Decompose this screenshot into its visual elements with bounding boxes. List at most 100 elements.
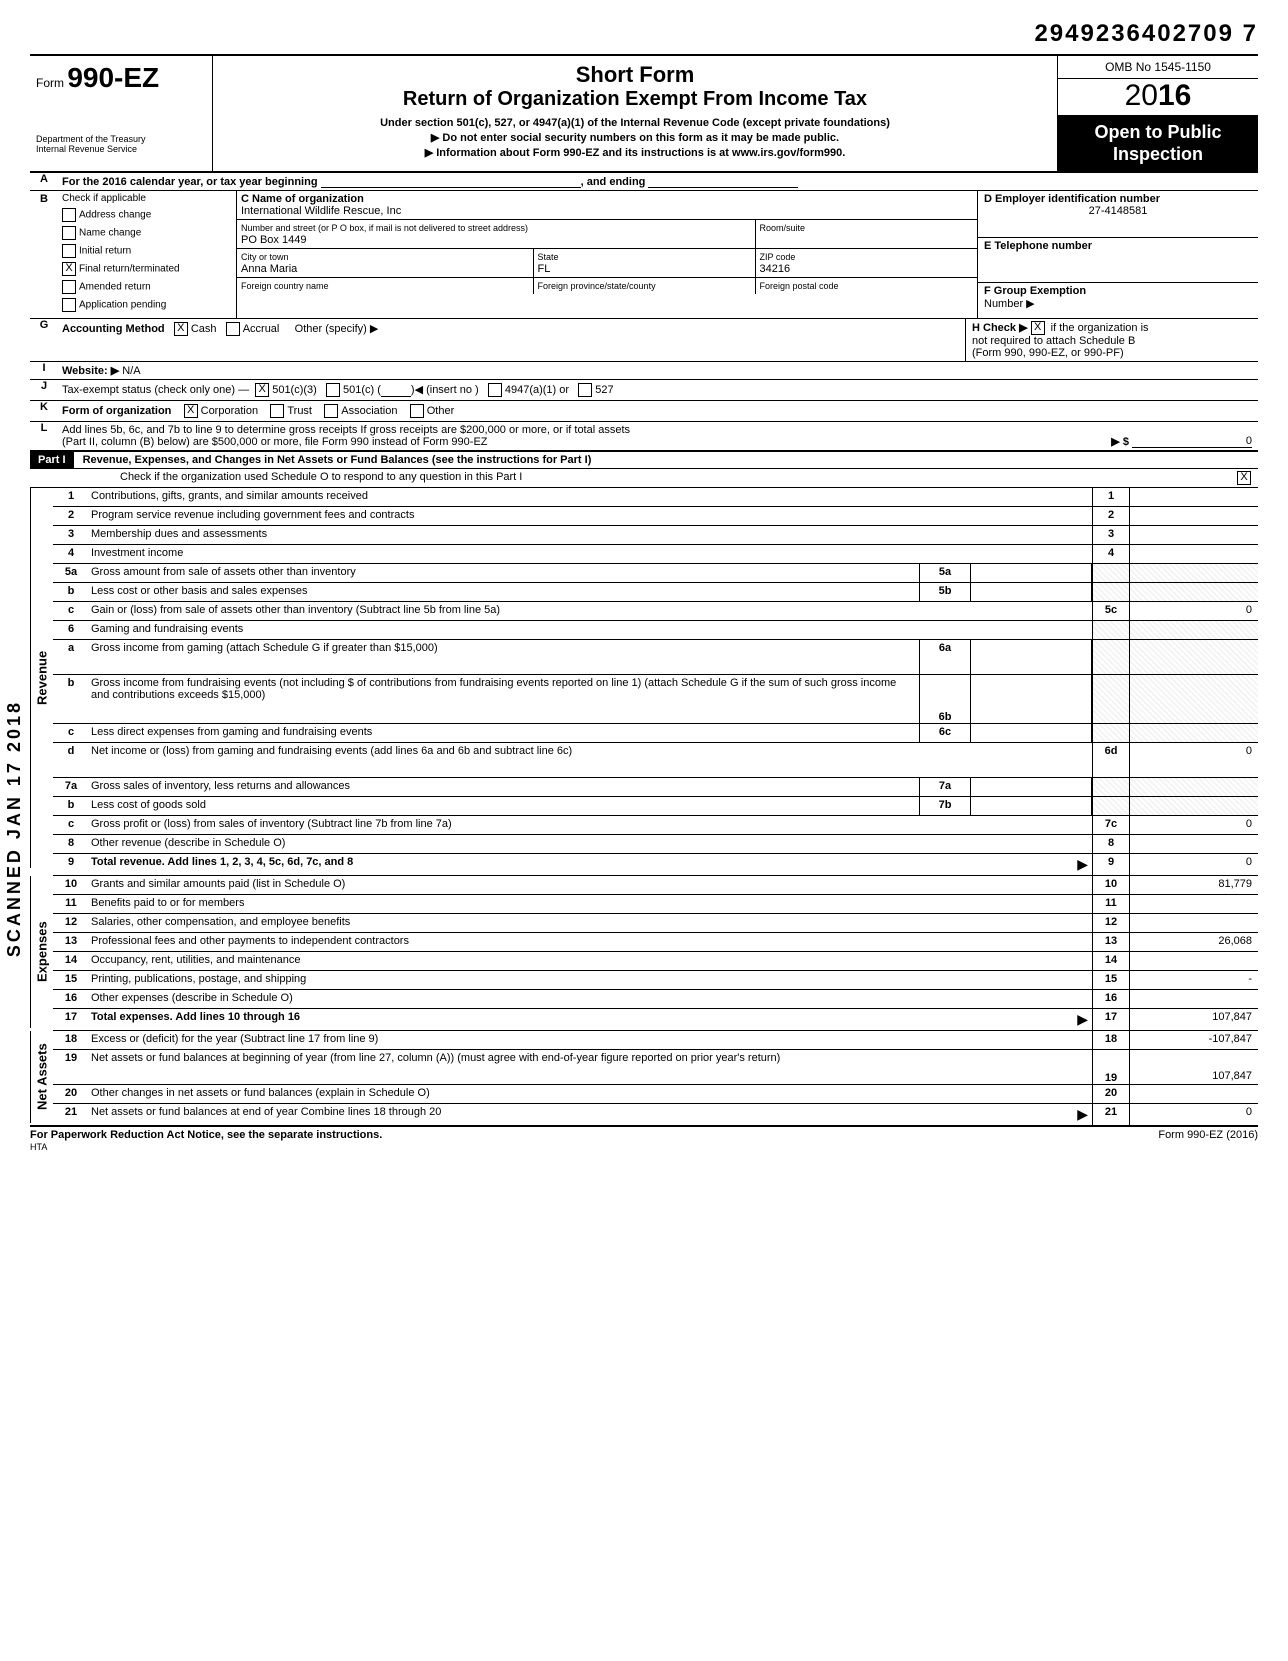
ln-5b-text: Less cost or other basis and sales expen… <box>89 583 919 601</box>
ln-15-num: 15 <box>53 971 89 989</box>
ln-6c-amt <box>971 724 1092 742</box>
chk-association[interactable] <box>324 404 338 418</box>
chk-527[interactable] <box>578 383 592 397</box>
chk-cash[interactable]: X <box>174 322 188 336</box>
chk-accrual[interactable] <box>226 322 240 336</box>
ln-5b-num: b <box>53 583 89 601</box>
ln-7b-amt <box>971 797 1092 815</box>
chk-schedule-o[interactable]: X <box>1237 471 1251 485</box>
opt-527: 527 <box>595 384 613 396</box>
ln-6a-text: Gross income from gaming (attach Schedul… <box>89 640 919 674</box>
ln-7b-box: 7b <box>919 797 971 815</box>
chk-schedule-b[interactable]: X <box>1031 321 1045 335</box>
ln-6d-box: 6d <box>1092 743 1129 777</box>
year-prefix: 20 <box>1125 79 1158 112</box>
ln-10-text: Grants and similar amounts paid (list in… <box>89 876 1092 894</box>
tax-year-end[interactable] <box>648 175 798 188</box>
chk-amended-return[interactable] <box>62 280 76 294</box>
street-label: Number and street (or P O box, if mail i… <box>241 223 528 233</box>
line-L-text1: Add lines 5b, 6c, and 7b to line 9 to de… <box>62 424 630 436</box>
opt-association: Association <box>341 405 397 417</box>
ln-17-text: Total expenses. Add lines 10 through 16 <box>91 1011 300 1023</box>
ln-12-amt <box>1129 914 1258 932</box>
website-value: N/A <box>122 365 140 377</box>
ln-1-num: 1 <box>53 488 89 506</box>
ln-6-ramt <box>1129 621 1258 639</box>
chk-501c[interactable] <box>326 383 340 397</box>
chk-501c3[interactable]: X <box>255 383 269 397</box>
opt-initial-return: Initial return <box>79 246 131 257</box>
ln-2-amt <box>1129 507 1258 525</box>
ln-7a-amt <box>971 778 1092 796</box>
subtitle-2: ▶ Do not enter social security numbers o… <box>223 131 1047 144</box>
ln-10-box: 10 <box>1092 876 1129 894</box>
ln-6a-amt <box>971 640 1092 674</box>
ln-13-amt: 26,068 <box>1129 933 1258 951</box>
fp-label: Foreign province/state/county <box>538 281 656 291</box>
label-C: C Name of organization <box>241 193 364 205</box>
label-K: K <box>30 401 58 421</box>
ln-3-num: 3 <box>53 526 89 544</box>
chk-address-change[interactable] <box>62 208 76 222</box>
ln-21-amt: 0 <box>1129 1104 1258 1125</box>
ln-6d-amt: 0 <box>1129 743 1258 777</box>
opt-accrual: Accrual <box>243 323 280 335</box>
ln-6a-num: a <box>53 640 89 674</box>
ln-5c-text: Gain or (loss) from sale of assets other… <box>89 602 1092 620</box>
check-if-applicable: Check if applicable <box>62 193 232 204</box>
title-return: Return of Organization Exempt From Incom… <box>223 88 1047 111</box>
ln-7c-amt: 0 <box>1129 816 1258 834</box>
ln-9-arrow: ▶ <box>1077 856 1088 873</box>
line-A-text: For the 2016 calendar year, or tax year … <box>62 176 318 188</box>
chk-4947[interactable] <box>488 383 502 397</box>
ln-20-box: 20 <box>1092 1085 1129 1103</box>
ln-6-num: 6 <box>53 621 89 639</box>
opt-name-change: Name change <box>79 228 141 239</box>
ln-6b-num: b <box>53 675 89 723</box>
dept-treasury: Department of the Treasury <box>36 134 206 144</box>
ln-6d-num: d <box>53 743 89 777</box>
ln-7a-box: 7a <box>919 778 971 796</box>
h-line2: not required to attach Schedule B <box>972 335 1135 347</box>
opt-501c-b: )◀ (insert no ) <box>411 384 479 396</box>
ln-8-num: 8 <box>53 835 89 853</box>
section-netassets-label: Net Assets <box>30 1031 53 1123</box>
ln-13-box: 13 <box>1092 933 1129 951</box>
ln-15-amt: - <box>1129 971 1258 989</box>
omb-number: OMB No 1545-1150 <box>1058 56 1258 79</box>
ln-6c-num: c <box>53 724 89 742</box>
ln-1-amt <box>1129 488 1258 506</box>
ln-17-num: 17 <box>53 1009 89 1030</box>
chk-trust[interactable] <box>270 404 284 418</box>
chk-application-pending[interactable] <box>62 298 76 312</box>
501c-insert[interactable] <box>381 384 411 397</box>
ln-11-box: 11 <box>1092 895 1129 913</box>
footer-hta: HTA <box>30 1142 47 1152</box>
ln-5a-ramt <box>1129 564 1258 582</box>
subtitle-1: Under section 501(c), 527, or 4947(a)(1)… <box>223 117 1047 129</box>
ln-6b-ramt <box>1129 675 1258 723</box>
ln-19-box: 19 <box>1092 1050 1129 1084</box>
footer-right: Form 990-EZ (2016) <box>1158 1129 1258 1153</box>
chk-name-change[interactable] <box>62 226 76 240</box>
street-value: PO Box 1449 <box>241 234 306 246</box>
chk-final-return[interactable]: X <box>62 262 76 276</box>
ln-9-box: 9 <box>1092 854 1129 875</box>
ln-20-num: 20 <box>53 1085 89 1103</box>
ln-14-box: 14 <box>1092 952 1129 970</box>
part1-subtitle: Check if the organization used Schedule … <box>120 471 1224 485</box>
ln-12-box: 12 <box>1092 914 1129 932</box>
tax-year-begin[interactable] <box>321 175 581 188</box>
ln-16-box: 16 <box>1092 990 1129 1008</box>
city-label: City or town <box>241 252 289 262</box>
ln-8-box: 8 <box>1092 835 1129 853</box>
ein-value: 27-4148581 <box>984 205 1252 217</box>
ln-7b-num: b <box>53 797 89 815</box>
ln-1-box: 1 <box>1092 488 1129 506</box>
chk-other-org[interactable] <box>410 404 424 418</box>
chk-initial-return[interactable] <box>62 244 76 258</box>
ln-6c-rbox <box>1092 724 1129 742</box>
chk-corporation[interactable]: X <box>184 404 198 418</box>
ln-6b-amt <box>971 675 1092 723</box>
form-prefix: Form <box>36 76 64 90</box>
